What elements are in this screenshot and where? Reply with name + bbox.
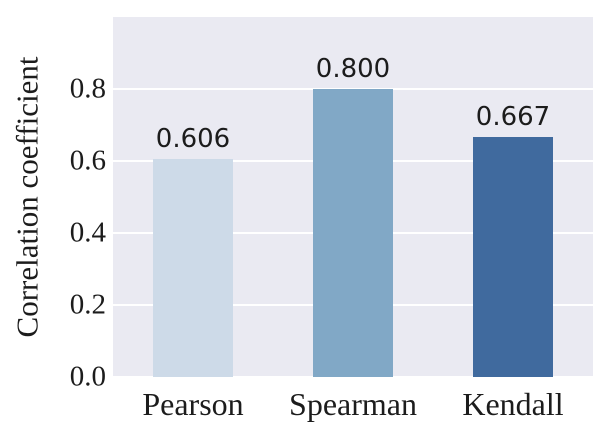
ytick-label-0.8: 0.8 <box>69 72 106 105</box>
bar-value-label-pearson: 0.606 <box>155 123 231 154</box>
xtick-label-spearman: Spearman <box>289 386 417 422</box>
bar-kendall <box>473 136 553 377</box>
xtick-label-kendall: Kendall <box>462 386 564 422</box>
ytick-label-0.6: 0.6 <box>69 144 106 177</box>
ytick-label-0.0: 0.0 <box>69 360 106 393</box>
ytick-label-0.2: 0.2 <box>69 288 106 321</box>
bar-value-label-kendall: 0.667 <box>475 101 551 132</box>
y-axis-label: Correlation coefficient <box>9 56 45 338</box>
xtick-label-pearson: Pearson <box>142 386 244 422</box>
bar-spearman <box>313 89 393 377</box>
ytick-label-0.4: 0.4 <box>69 216 106 249</box>
bar-pearson <box>153 158 233 377</box>
plot-area <box>113 17 593 377</box>
bar-value-label-spearman: 0.800 <box>315 54 391 84</box>
